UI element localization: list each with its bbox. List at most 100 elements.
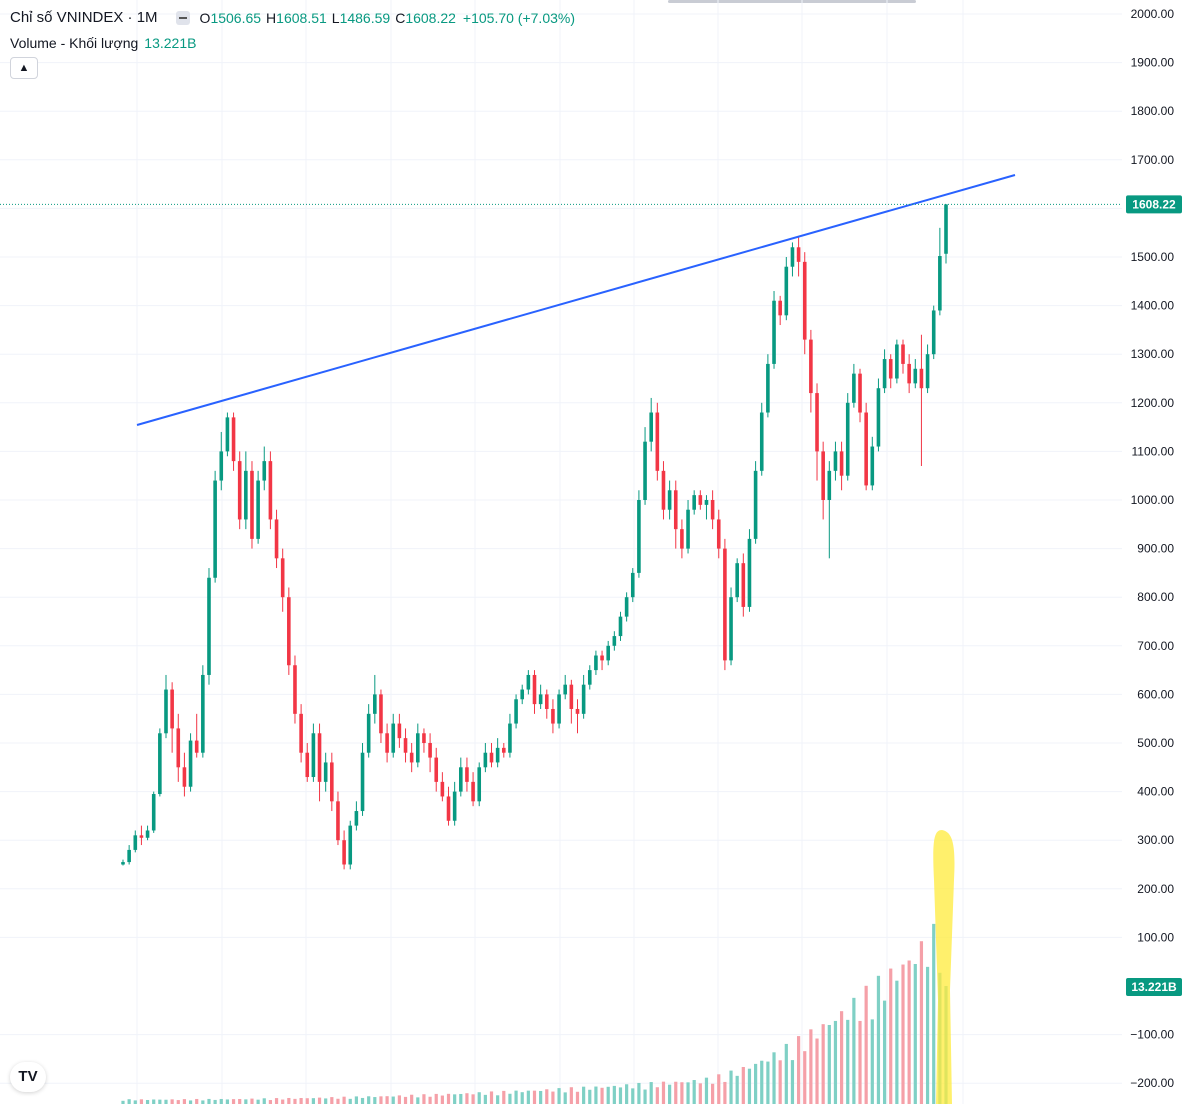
- volume-bar: [397, 1095, 401, 1104]
- volume-bar: [545, 1089, 549, 1104]
- volume-bar: [760, 1060, 764, 1104]
- candle-body: [465, 767, 469, 782]
- volume-bar: [348, 1098, 352, 1104]
- volume-bar: [250, 1098, 254, 1104]
- volume-bar: [637, 1082, 641, 1104]
- candle-body: [207, 577, 211, 675]
- candle-body: [802, 261, 807, 340]
- volume-bar: [582, 1086, 586, 1104]
- volume-bar: [772, 1052, 776, 1104]
- volume-bar: [336, 1098, 340, 1104]
- candle-body: [729, 597, 733, 661]
- collapse-legend-button[interactable]: ▲: [10, 57, 38, 79]
- candle-body: [888, 359, 893, 379]
- price-axis: 2000.001900.001800.001700.001600.001500.…: [1126, 7, 1182, 1090]
- volume-bar: [809, 1029, 813, 1104]
- candle-body: [323, 762, 328, 782]
- volume-bar: [317, 1097, 322, 1104]
- volume-bar: [588, 1089, 592, 1104]
- candle-body: [931, 310, 936, 355]
- candle-body: [366, 713, 371, 753]
- candle-body: [145, 830, 150, 838]
- volume-bar: [575, 1091, 580, 1104]
- volume-bar: [815, 1038, 819, 1104]
- chart-overlays: [0, 174, 1122, 1104]
- last-volume-label: 13.221B: [1131, 980, 1177, 994]
- volume-bar: [711, 1083, 715, 1104]
- volume-bar: [925, 966, 930, 1104]
- candle-body: [274, 519, 279, 559]
- candle-body: [686, 509, 690, 549]
- symbol-title[interactable]: Chỉ số VNINDEX · 1M: [10, 9, 158, 26]
- volume-series: [121, 923, 948, 1104]
- volume-bar: [649, 1082, 653, 1104]
- volume-bar: [188, 1100, 193, 1104]
- price-tick-label: 200.00: [1137, 882, 1174, 896]
- volume-bar: [440, 1095, 444, 1104]
- candle-body: [624, 597, 629, 617]
- volume-bar: [919, 941, 924, 1104]
- volume-bar: [876, 975, 881, 1104]
- tradingview-logo-icon[interactable]: TV: [10, 1062, 46, 1092]
- volume-bar: [563, 1092, 567, 1104]
- candle-body: [305, 752, 310, 778]
- candle-body: [630, 572, 635, 598]
- candle-body: [311, 733, 316, 778]
- volume-bar: [870, 1019, 874, 1104]
- volume-bar: [803, 1051, 807, 1104]
- volume-bar: [747, 1068, 752, 1104]
- volume-bar: [520, 1092, 524, 1104]
- candle-body: [704, 500, 709, 505]
- volume-bar: [305, 1098, 309, 1104]
- candle-body: [716, 519, 721, 549]
- candle-body: [477, 767, 482, 802]
- candle-body: [864, 412, 868, 486]
- candle-body: [158, 733, 162, 795]
- volume-label[interactable]: Volume - Khối lượng: [10, 35, 139, 51]
- candle-body: [907, 363, 911, 384]
- candle-body: [434, 757, 439, 782]
- candle-body: [317, 733, 322, 782]
- candle-body: [852, 373, 856, 403]
- candle-body: [452, 791, 457, 821]
- candle-body: [336, 801, 340, 841]
- candle-body: [778, 300, 782, 316]
- candle-body: [569, 684, 574, 709]
- candle-body: [944, 204, 948, 254]
- candle-body: [833, 451, 838, 471]
- top-drag-handle[interactable]: [668, 0, 916, 3]
- volume-bar: [821, 1024, 825, 1104]
- volume-bar: [668, 1084, 672, 1104]
- price-tick-label: 400.00: [1137, 785, 1174, 799]
- price-tick-label: −100.00: [1130, 1028, 1174, 1042]
- visibility-icon[interactable]: [175, 10, 190, 25]
- candle-body: [397, 723, 402, 739]
- change-value: +105.70 (+7.03%): [462, 9, 576, 26]
- candle-body: [373, 694, 377, 714]
- candle-body: [262, 461, 267, 481]
- volume-bar: [152, 1099, 156, 1104]
- volume-bar: [913, 963, 917, 1104]
- price-tick-label: 1400.00: [1131, 299, 1175, 313]
- volume-bar: [882, 1000, 887, 1104]
- volume-bar: [342, 1096, 346, 1104]
- volume-bar: [219, 1098, 223, 1104]
- volume-bar: [686, 1082, 690, 1104]
- volume-bar: [274, 1098, 279, 1104]
- candle-body: [587, 670, 592, 685]
- candle-body: [440, 781, 445, 797]
- candle-body: [330, 762, 334, 802]
- volume-bar: [367, 1096, 371, 1104]
- volume-bar: [238, 1098, 242, 1104]
- candle-body: [391, 723, 396, 753]
- candle-body: [501, 747, 506, 753]
- candle-body: [538, 694, 543, 705]
- volume-bar: [508, 1093, 512, 1104]
- price-tick-label: 1000.00: [1131, 493, 1175, 507]
- price-tick-label: 1800.00: [1131, 104, 1175, 118]
- candle-body: [139, 835, 144, 838]
- volume-bar: [907, 960, 911, 1104]
- volume-bar: [532, 1090, 537, 1104]
